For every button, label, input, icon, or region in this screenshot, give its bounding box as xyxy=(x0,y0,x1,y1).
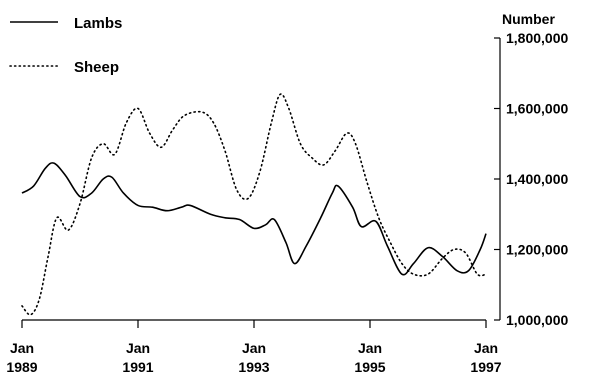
y-tick-label: 1,200,000 xyxy=(506,242,568,258)
series-lines xyxy=(21,93,487,316)
x-tick-label-month: Jan xyxy=(126,340,150,356)
x-tick-label-month: Jan xyxy=(474,340,498,356)
legend-label-sheep: Sheep xyxy=(74,59,119,76)
y-tick-label: 1,800,000 xyxy=(506,30,568,46)
x-tick-label-month: Jan xyxy=(242,340,266,356)
y-ticks: 1,000,000 1,200,000 1,400,000 1,600,000 1,80… xyxy=(494,30,568,328)
series-line-sheep xyxy=(21,93,487,316)
x-tick-label-year: 1997 xyxy=(470,359,501,375)
y-tick-label: 1,000,000 xyxy=(506,312,568,328)
series-line-lambs xyxy=(21,162,487,276)
legend: Lambs Sheep xyxy=(9,15,122,76)
y-axis-label: Number xyxy=(502,11,555,27)
x-tick-label-month: Jan xyxy=(358,340,382,356)
y-tick-label: 1,600,000 xyxy=(506,101,568,117)
y-tick-label: 1,400,000 xyxy=(506,171,568,187)
x-ticks: Jan 1989 Jan 1991 Jan 1993 Jan 1995 Jan 1997 xyxy=(6,320,502,375)
x-tick-label-year: 1991 xyxy=(122,359,153,375)
legend-label-lambs: Lambs xyxy=(74,15,122,32)
x-tick-label-month: Jan xyxy=(10,340,34,356)
x-tick-label-year: 1993 xyxy=(238,359,269,375)
x-tick-label-year: 1995 xyxy=(354,359,385,375)
x-tick-label-year: 1989 xyxy=(6,359,37,375)
